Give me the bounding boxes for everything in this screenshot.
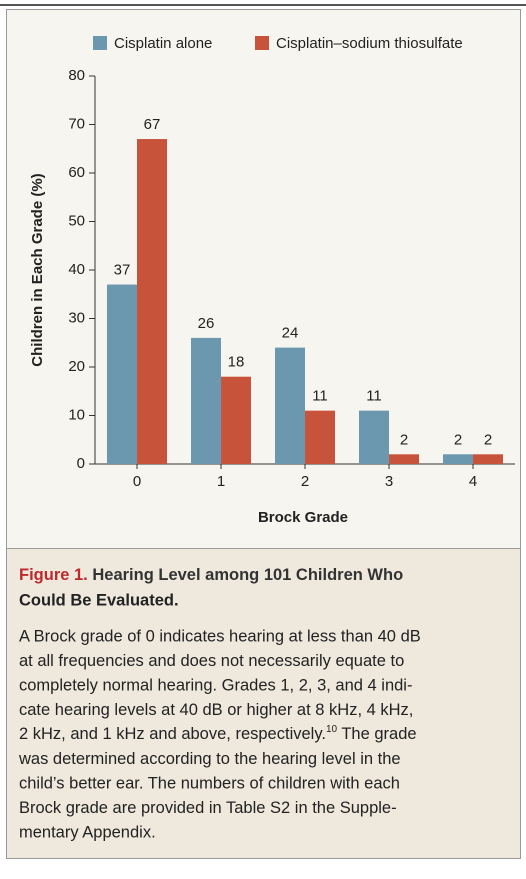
caption-line: was determined according to the hearing … bbox=[18, 750, 401, 768]
data-label: 2 bbox=[484, 431, 492, 448]
data-label: 24 bbox=[282, 325, 299, 342]
caption-text: 2 kHz, and 1 kHz and above, respectively… bbox=[19, 725, 326, 743]
data-label: 2 bbox=[454, 431, 462, 448]
data-label: 2 bbox=[400, 431, 408, 448]
y-tick-label: 70 bbox=[68, 115, 85, 132]
y-tick-label: 80 bbox=[68, 67, 85, 84]
caption-line: mentary Appendix. bbox=[19, 823, 156, 841]
x-axis-label: Brock Grade bbox=[258, 509, 348, 526]
data-label: 11 bbox=[366, 388, 382, 405]
figure-label: Figure 1. bbox=[19, 566, 88, 584]
bar bbox=[137, 139, 167, 465]
bar bbox=[191, 337, 221, 464]
x-tick-label: 2 bbox=[301, 473, 309, 490]
x-tick-label: 3 bbox=[385, 473, 393, 490]
caption-line: 2 kHz, and 1 kHz and above, respectively… bbox=[19, 724, 417, 744]
x-tick-label: 1 bbox=[217, 473, 225, 490]
caption-text: The grade bbox=[337, 725, 417, 743]
x-tick-label: 0 bbox=[133, 473, 141, 490]
y-tick-label: 20 bbox=[68, 358, 85, 375]
data-label: 18 bbox=[228, 354, 245, 371]
y-tick-label: 30 bbox=[68, 309, 85, 326]
y-axis-label: Children in Each Grade (%) bbox=[29, 173, 46, 366]
caption-title: Could Be Evaluated. bbox=[19, 591, 179, 609]
bar bbox=[275, 347, 305, 464]
title-line: Hearing Level among 101 Children Who bbox=[92, 566, 403, 584]
caption-line: cate hearing levels at 40 dB or higher a… bbox=[19, 701, 413, 719]
caption-line: at all frequencies and does not necessar… bbox=[19, 652, 404, 670]
caption-line: Brock grade are provided in Table S2 in … bbox=[19, 799, 397, 817]
legend-label: Cisplatin alone bbox=[114, 35, 212, 52]
y-tick-label: 60 bbox=[68, 164, 85, 181]
caption-line: child’s better ear. The numbers of child… bbox=[19, 774, 400, 792]
y-tick-label: 50 bbox=[68, 212, 85, 229]
data-label: 37 bbox=[114, 262, 131, 279]
caption-title: Figure 1. Hearing Level among 101 Childr… bbox=[19, 566, 403, 584]
data-label: 11 bbox=[312, 388, 328, 405]
caption-line: completely normal hearing. Grades 1, 2, … bbox=[19, 676, 412, 694]
bar bbox=[473, 454, 503, 464]
data-label: 67 bbox=[144, 116, 161, 133]
x-tick-label: 4 bbox=[469, 473, 477, 490]
legend-swatch bbox=[93, 36, 107, 50]
y-tick-label: 10 bbox=[68, 406, 85, 423]
caption-line: A Brock grade of 0 indicates hearing at … bbox=[19, 627, 421, 645]
legend-swatch bbox=[255, 36, 269, 50]
bar bbox=[389, 454, 419, 464]
bar bbox=[305, 410, 335, 464]
data-label: 26 bbox=[198, 315, 215, 332]
bar bbox=[107, 284, 137, 464]
y-tick-label: 0 bbox=[77, 455, 85, 472]
bar bbox=[221, 376, 251, 464]
bar bbox=[443, 454, 473, 464]
y-tick-label: 40 bbox=[68, 261, 85, 278]
bar bbox=[359, 410, 389, 464]
legend-label: Cisplatin–sodium thiosulfate bbox=[276, 35, 463, 52]
caption-panel bbox=[6, 548, 521, 859]
superscript: 10 bbox=[326, 724, 338, 735]
